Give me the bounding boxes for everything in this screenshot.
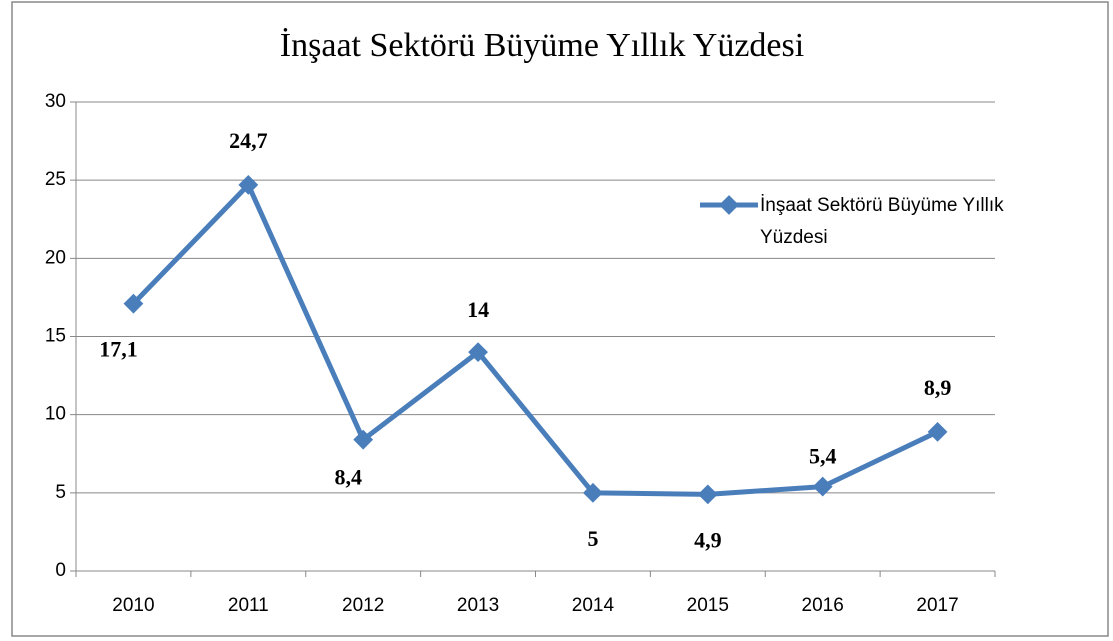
marker [123,293,144,314]
x-tick-label: 2017 [916,595,958,616]
marker [583,482,603,503]
marker [238,174,259,195]
y-tick-label: 30 [45,91,66,112]
x-tick-label: 2016 [802,595,844,616]
y-tick-label: 20 [45,247,66,268]
data-label: 5 [587,526,598,551]
series-line [131,182,939,497]
data-label: 4,9 [694,527,722,552]
x-tick-label: 2014 [572,595,615,616]
legend-label: İnşaat Sektörü Büyüme Yıllık Yüzdesi [760,195,1004,248]
y-tick-label: 25 [45,169,66,190]
marker [927,421,948,442]
chart-title: İnşaat Sektörü Büyüme Yıllık Yüzdesi [280,27,804,64]
x-tick-label: 2010 [112,595,154,616]
data-label: 8,9 [924,375,952,400]
data-label: 8,4 [334,465,362,490]
chart-border [11,1,1109,637]
y-tick-label: 10 [45,404,66,425]
data-label: 17,1 [99,337,138,362]
marker [697,484,718,505]
x-tick-label: 2015 [687,595,729,616]
x-tick-label: 2011 [228,595,269,616]
data-label: 5,4 [809,444,837,469]
marker [353,429,374,450]
y-tick-label: 15 [45,326,66,347]
x-tick-label: 2012 [342,595,384,616]
y-tick-label: 5 [55,482,66,503]
x-tick-label: 2013 [457,595,499,616]
marker [812,476,833,497]
marker [468,342,488,363]
data-label: 24,7 [229,128,268,153]
data-label: 14 [467,297,489,322]
y-tick-label: 0 [55,560,66,581]
